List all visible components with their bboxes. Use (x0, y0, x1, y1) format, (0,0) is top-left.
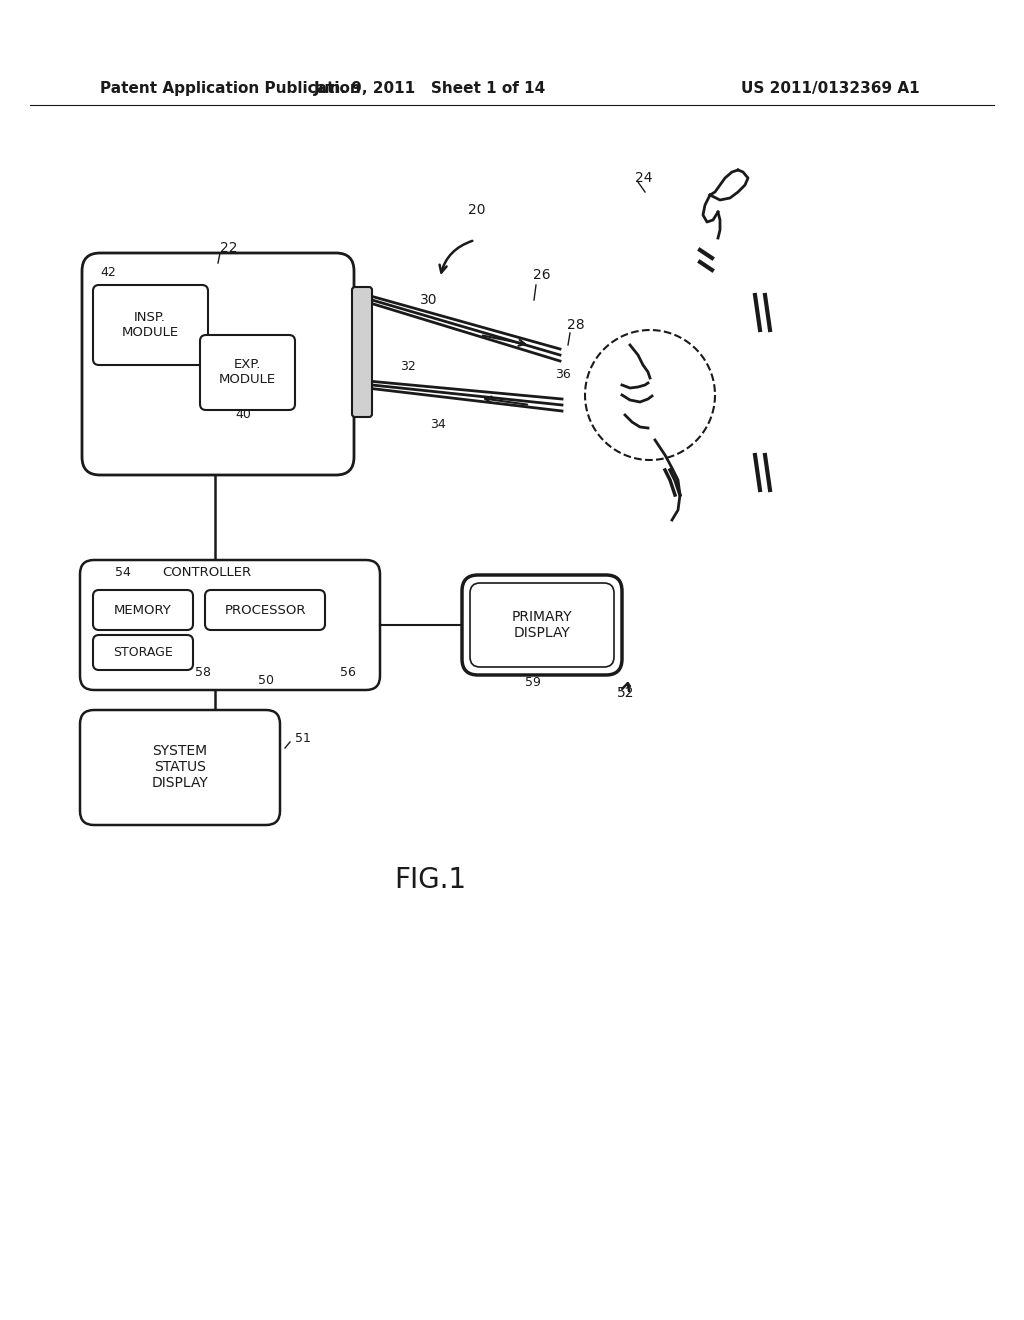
Text: 40: 40 (234, 408, 251, 421)
Text: 58: 58 (195, 667, 211, 680)
Text: 52: 52 (617, 686, 635, 700)
Text: 26: 26 (534, 268, 551, 282)
Text: 34: 34 (430, 418, 445, 432)
Text: 30: 30 (420, 293, 437, 308)
Text: Jun. 9, 2011   Sheet 1 of 14: Jun. 9, 2011 Sheet 1 of 14 (314, 81, 546, 95)
Text: FIG.1: FIG.1 (394, 866, 466, 894)
Text: 24: 24 (635, 172, 652, 185)
FancyBboxPatch shape (93, 590, 193, 630)
FancyBboxPatch shape (462, 576, 622, 675)
Text: STORAGE: STORAGE (113, 645, 173, 659)
Text: 28: 28 (567, 318, 585, 333)
Text: PROCESSOR: PROCESSOR (224, 603, 306, 616)
FancyBboxPatch shape (80, 560, 380, 690)
Text: 22: 22 (220, 242, 238, 255)
Text: SYSTEM
STATUS
DISPLAY: SYSTEM STATUS DISPLAY (152, 743, 208, 791)
Text: 36: 36 (555, 368, 570, 381)
Text: 50: 50 (258, 673, 274, 686)
FancyBboxPatch shape (352, 286, 372, 417)
Text: CONTROLLER: CONTROLLER (162, 566, 251, 579)
Text: Patent Application Publication: Patent Application Publication (100, 81, 360, 95)
Text: 51: 51 (295, 731, 311, 744)
Text: 56: 56 (340, 667, 356, 680)
Text: PRIMARY
DISPLAY: PRIMARY DISPLAY (512, 610, 572, 640)
FancyBboxPatch shape (205, 590, 325, 630)
Text: 42: 42 (100, 265, 116, 279)
FancyBboxPatch shape (93, 635, 193, 671)
Text: 54: 54 (115, 566, 131, 579)
Text: 32: 32 (400, 360, 416, 374)
Text: US 2011/0132369 A1: US 2011/0132369 A1 (741, 81, 920, 95)
FancyBboxPatch shape (80, 710, 280, 825)
FancyBboxPatch shape (200, 335, 295, 411)
FancyBboxPatch shape (82, 253, 354, 475)
FancyBboxPatch shape (93, 285, 208, 366)
Text: EXP.
MODULE: EXP. MODULE (218, 358, 275, 385)
Text: INSP.
MODULE: INSP. MODULE (122, 312, 178, 339)
FancyBboxPatch shape (470, 583, 614, 667)
Text: 59: 59 (525, 676, 541, 689)
Text: MEMORY: MEMORY (114, 603, 172, 616)
Text: 20: 20 (468, 203, 485, 216)
